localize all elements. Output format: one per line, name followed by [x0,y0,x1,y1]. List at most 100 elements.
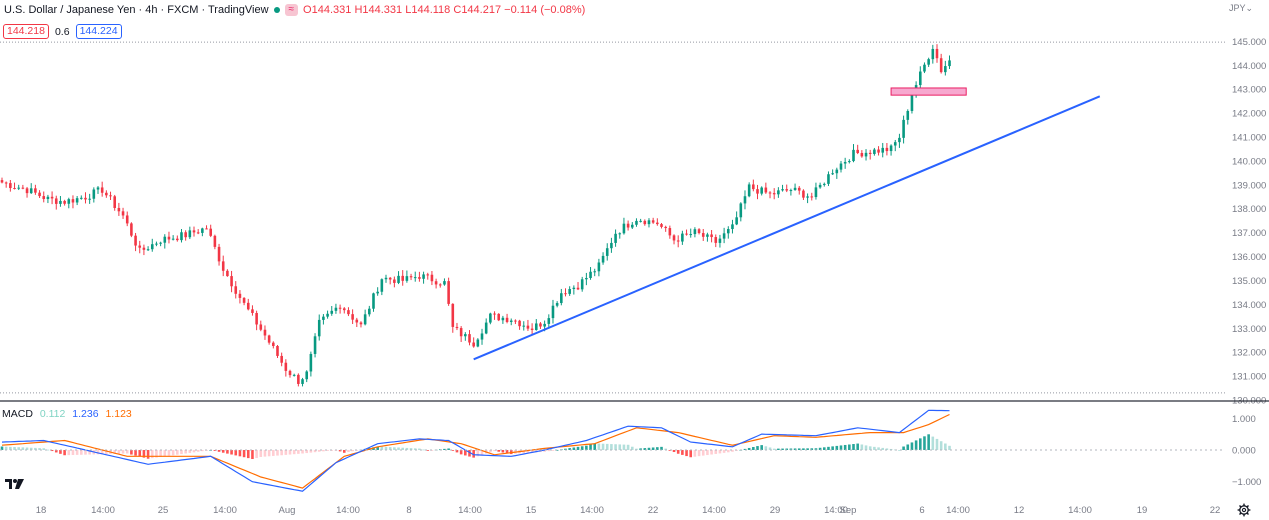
candle-body [75,198,79,203]
macd-histogram-bar [401,447,405,450]
candle-body [722,233,726,239]
candle-body [38,192,41,197]
indicator-pill[interactable]: ≈ [284,4,299,16]
symbol-title[interactable]: U.S. Dollar / Japanese Yen · 4h · FXCM ·… [4,4,269,16]
macd-histogram-bar [944,443,947,450]
candle-body [693,229,697,235]
candle-body [455,326,459,329]
macd-histogram-bar [756,446,759,450]
candle-body [276,345,279,356]
candle-body [54,198,58,204]
candle-body [918,71,922,86]
candle-body [898,137,901,143]
macd-histogram-bar [301,450,304,454]
macd-histogram-bar [0,446,4,450]
market-status-dot[interactable] [273,7,280,13]
candle-body [827,174,830,184]
macd-histogram-bar [46,449,50,451]
gear-icon[interactable] [1237,503,1251,517]
macd-histogram-bar [643,448,647,450]
macd-histogram-bar [722,450,726,453]
candle-body [530,328,534,330]
candle-body [326,313,329,317]
resistance-zone-rectangle[interactable] [890,87,967,96]
macd-axis[interactable]: 1.000 0.000 −1.000 [1232,414,1261,488]
candle-body [50,196,54,199]
candle-body [176,238,179,241]
macd-histogram-bar [843,444,847,450]
macd-histogram-bar [105,450,108,455]
candle-body [927,59,930,65]
candle-body [251,309,254,313]
macd-histogram-bar [263,450,267,457]
candle-body [443,281,446,285]
macd-histogram-bar [647,447,651,450]
candle-body [944,66,947,73]
candle-body [877,149,880,153]
candle-body [948,60,951,67]
candle-body [639,220,642,222]
candle-body [226,270,229,277]
candle-body [301,379,304,384]
macd-histogram-bar [38,448,41,450]
time-axis[interactable]: 18 14:00 25 14:00 Aug 14:00 8 14:00 15 14:00 22 14:… [36,505,1221,516]
macd-histogram-bar [685,450,688,457]
macd-histogram-bar [338,450,342,452]
macd-histogram-bar [50,450,54,452]
time-tick-label: 22 [1210,505,1221,516]
price-axis[interactable]: 145.000 144.000 143.000 142.000 141.000 140.0… [1232,37,1266,407]
time-tick-label: Sep [840,505,857,516]
tradingview-logo-icon[interactable] [4,476,26,492]
macd-histogram-bar [196,450,200,452]
candle-body [0,180,4,183]
macd-histogram-bar [526,450,530,453]
currency-selector[interactable]: JPY⌄ [1229,3,1253,14]
candle-body [593,271,597,273]
macd-histogram-bar [564,448,567,450]
macd-histogram-bar [280,450,283,456]
buy-price-button[interactable]: 144.224 [75,24,122,39]
candle-body [501,317,505,321]
candle-body [726,229,730,234]
macd-histogram-bar [597,443,601,450]
candle-body [789,190,793,192]
time-tick-label: 14:00 [824,505,848,516]
drawings[interactable] [473,87,1101,361]
macd-tick-label: 0.000 [1232,446,1256,457]
time-tick-label: 14:00 [580,505,604,516]
macd-histogram-bar [852,444,855,450]
candle-body [856,149,859,154]
ohlc-low-key: L [405,4,412,16]
macd-histogram-bar [914,440,918,450]
macd-histogram-bar [113,450,116,454]
macd-histogram-bar [230,450,233,455]
ohlc-high-key: H [354,4,363,16]
macd-histogram-bar [714,450,718,454]
sell-price-button[interactable]: 144.218 [3,24,49,39]
candle-body [29,188,33,194]
macd-histogram-bar [764,446,768,450]
ohlc-change: −0.114 (−0.08%) [504,4,586,16]
macd-histogram-bar [125,450,129,454]
macd-histogram-bar [255,450,258,458]
macd-histogram-bar [159,450,162,457]
macd-histogram-bar [885,448,889,450]
macd-legend[interactable]: MACD 0.112 1.236 1.123 [2,408,132,420]
macd-line-value: 1.236 [72,408,99,420]
macd-tick-label: −1.000 [1232,477,1261,488]
trendline[interactable] [473,95,1101,361]
macd-histogram-bar [272,450,275,456]
candle-body [71,199,75,203]
macd-histogram-bar [63,450,66,456]
candle-body [806,196,809,198]
macd-histogram-bar [25,447,29,450]
macd-histogram-bar [234,450,238,456]
macd-histogram-bar [100,450,104,455]
macd-histogram-bar [935,438,939,450]
macd-histogram-bar [710,450,713,455]
price-tick-label: 142.000 [1232,109,1266,120]
candle-body [881,147,885,153]
candle-body [505,317,509,322]
macd-histogram-bar [405,447,409,450]
